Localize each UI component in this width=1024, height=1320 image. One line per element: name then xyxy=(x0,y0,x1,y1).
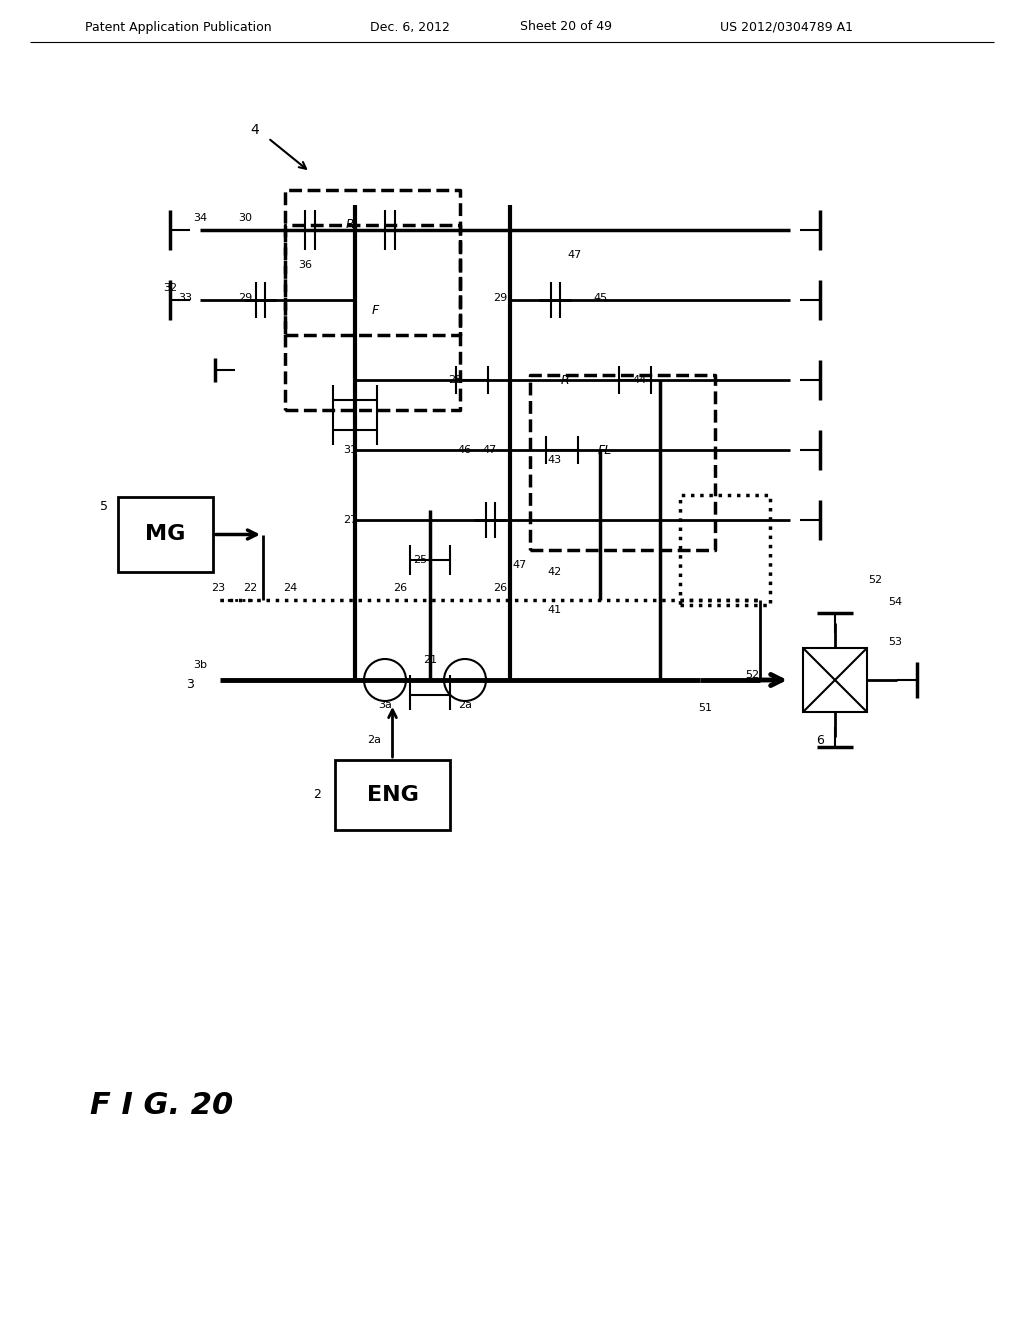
Text: 26: 26 xyxy=(493,583,507,593)
Text: 3: 3 xyxy=(186,678,194,692)
Text: 21: 21 xyxy=(423,655,437,665)
Text: 29: 29 xyxy=(493,293,507,304)
Text: 36: 36 xyxy=(298,260,312,271)
Text: Sheet 20 of 49: Sheet 20 of 49 xyxy=(520,21,612,33)
Text: 54: 54 xyxy=(888,597,902,607)
Text: 4: 4 xyxy=(251,123,259,137)
Text: 5: 5 xyxy=(100,500,108,513)
Text: F: F xyxy=(372,304,379,317)
Text: 24: 24 xyxy=(283,583,297,593)
Text: 34: 34 xyxy=(193,213,207,223)
Text: 30: 30 xyxy=(238,213,252,223)
Text: 33: 33 xyxy=(178,293,193,304)
Text: 31: 31 xyxy=(343,445,357,455)
Text: 2a: 2a xyxy=(368,735,382,744)
Text: 47: 47 xyxy=(568,249,582,260)
Text: 2a: 2a xyxy=(458,700,472,710)
Text: 53: 53 xyxy=(888,638,902,647)
Text: MG: MG xyxy=(145,524,185,544)
Text: 52: 52 xyxy=(868,576,882,585)
Text: Patent Application Publication: Patent Application Publication xyxy=(85,21,271,33)
Text: 42: 42 xyxy=(548,568,562,577)
Text: 29: 29 xyxy=(238,293,252,304)
Text: 3b: 3b xyxy=(193,660,207,671)
Bar xyxy=(335,760,450,830)
Text: 47: 47 xyxy=(513,560,527,570)
Text: 2: 2 xyxy=(313,788,321,801)
Text: 51: 51 xyxy=(698,704,712,713)
Text: 6: 6 xyxy=(816,734,824,747)
Text: 45: 45 xyxy=(593,293,607,304)
Text: R: R xyxy=(561,374,569,387)
Text: 32: 32 xyxy=(163,282,177,293)
Text: 3a: 3a xyxy=(378,700,392,710)
Text: US 2012/0304789 A1: US 2012/0304789 A1 xyxy=(720,21,853,33)
Text: 23: 23 xyxy=(211,583,225,593)
Text: 22: 22 xyxy=(243,583,257,593)
Text: 52: 52 xyxy=(744,671,759,680)
Text: 25: 25 xyxy=(413,554,427,565)
Text: 44: 44 xyxy=(633,375,647,385)
Bar xyxy=(118,498,213,572)
Text: F I G. 20: F I G. 20 xyxy=(90,1090,233,1119)
Text: 47: 47 xyxy=(483,445,497,455)
Text: ENG: ENG xyxy=(367,785,419,805)
Text: 41: 41 xyxy=(548,605,562,615)
Text: 28: 28 xyxy=(447,375,462,385)
Bar xyxy=(803,648,867,711)
Text: FL: FL xyxy=(598,444,612,457)
Text: R: R xyxy=(346,219,354,231)
Text: Dec. 6, 2012: Dec. 6, 2012 xyxy=(370,21,450,33)
Text: 43: 43 xyxy=(548,455,562,465)
Text: 27: 27 xyxy=(343,515,357,525)
Text: 46: 46 xyxy=(458,445,472,455)
Text: 26: 26 xyxy=(393,583,408,593)
